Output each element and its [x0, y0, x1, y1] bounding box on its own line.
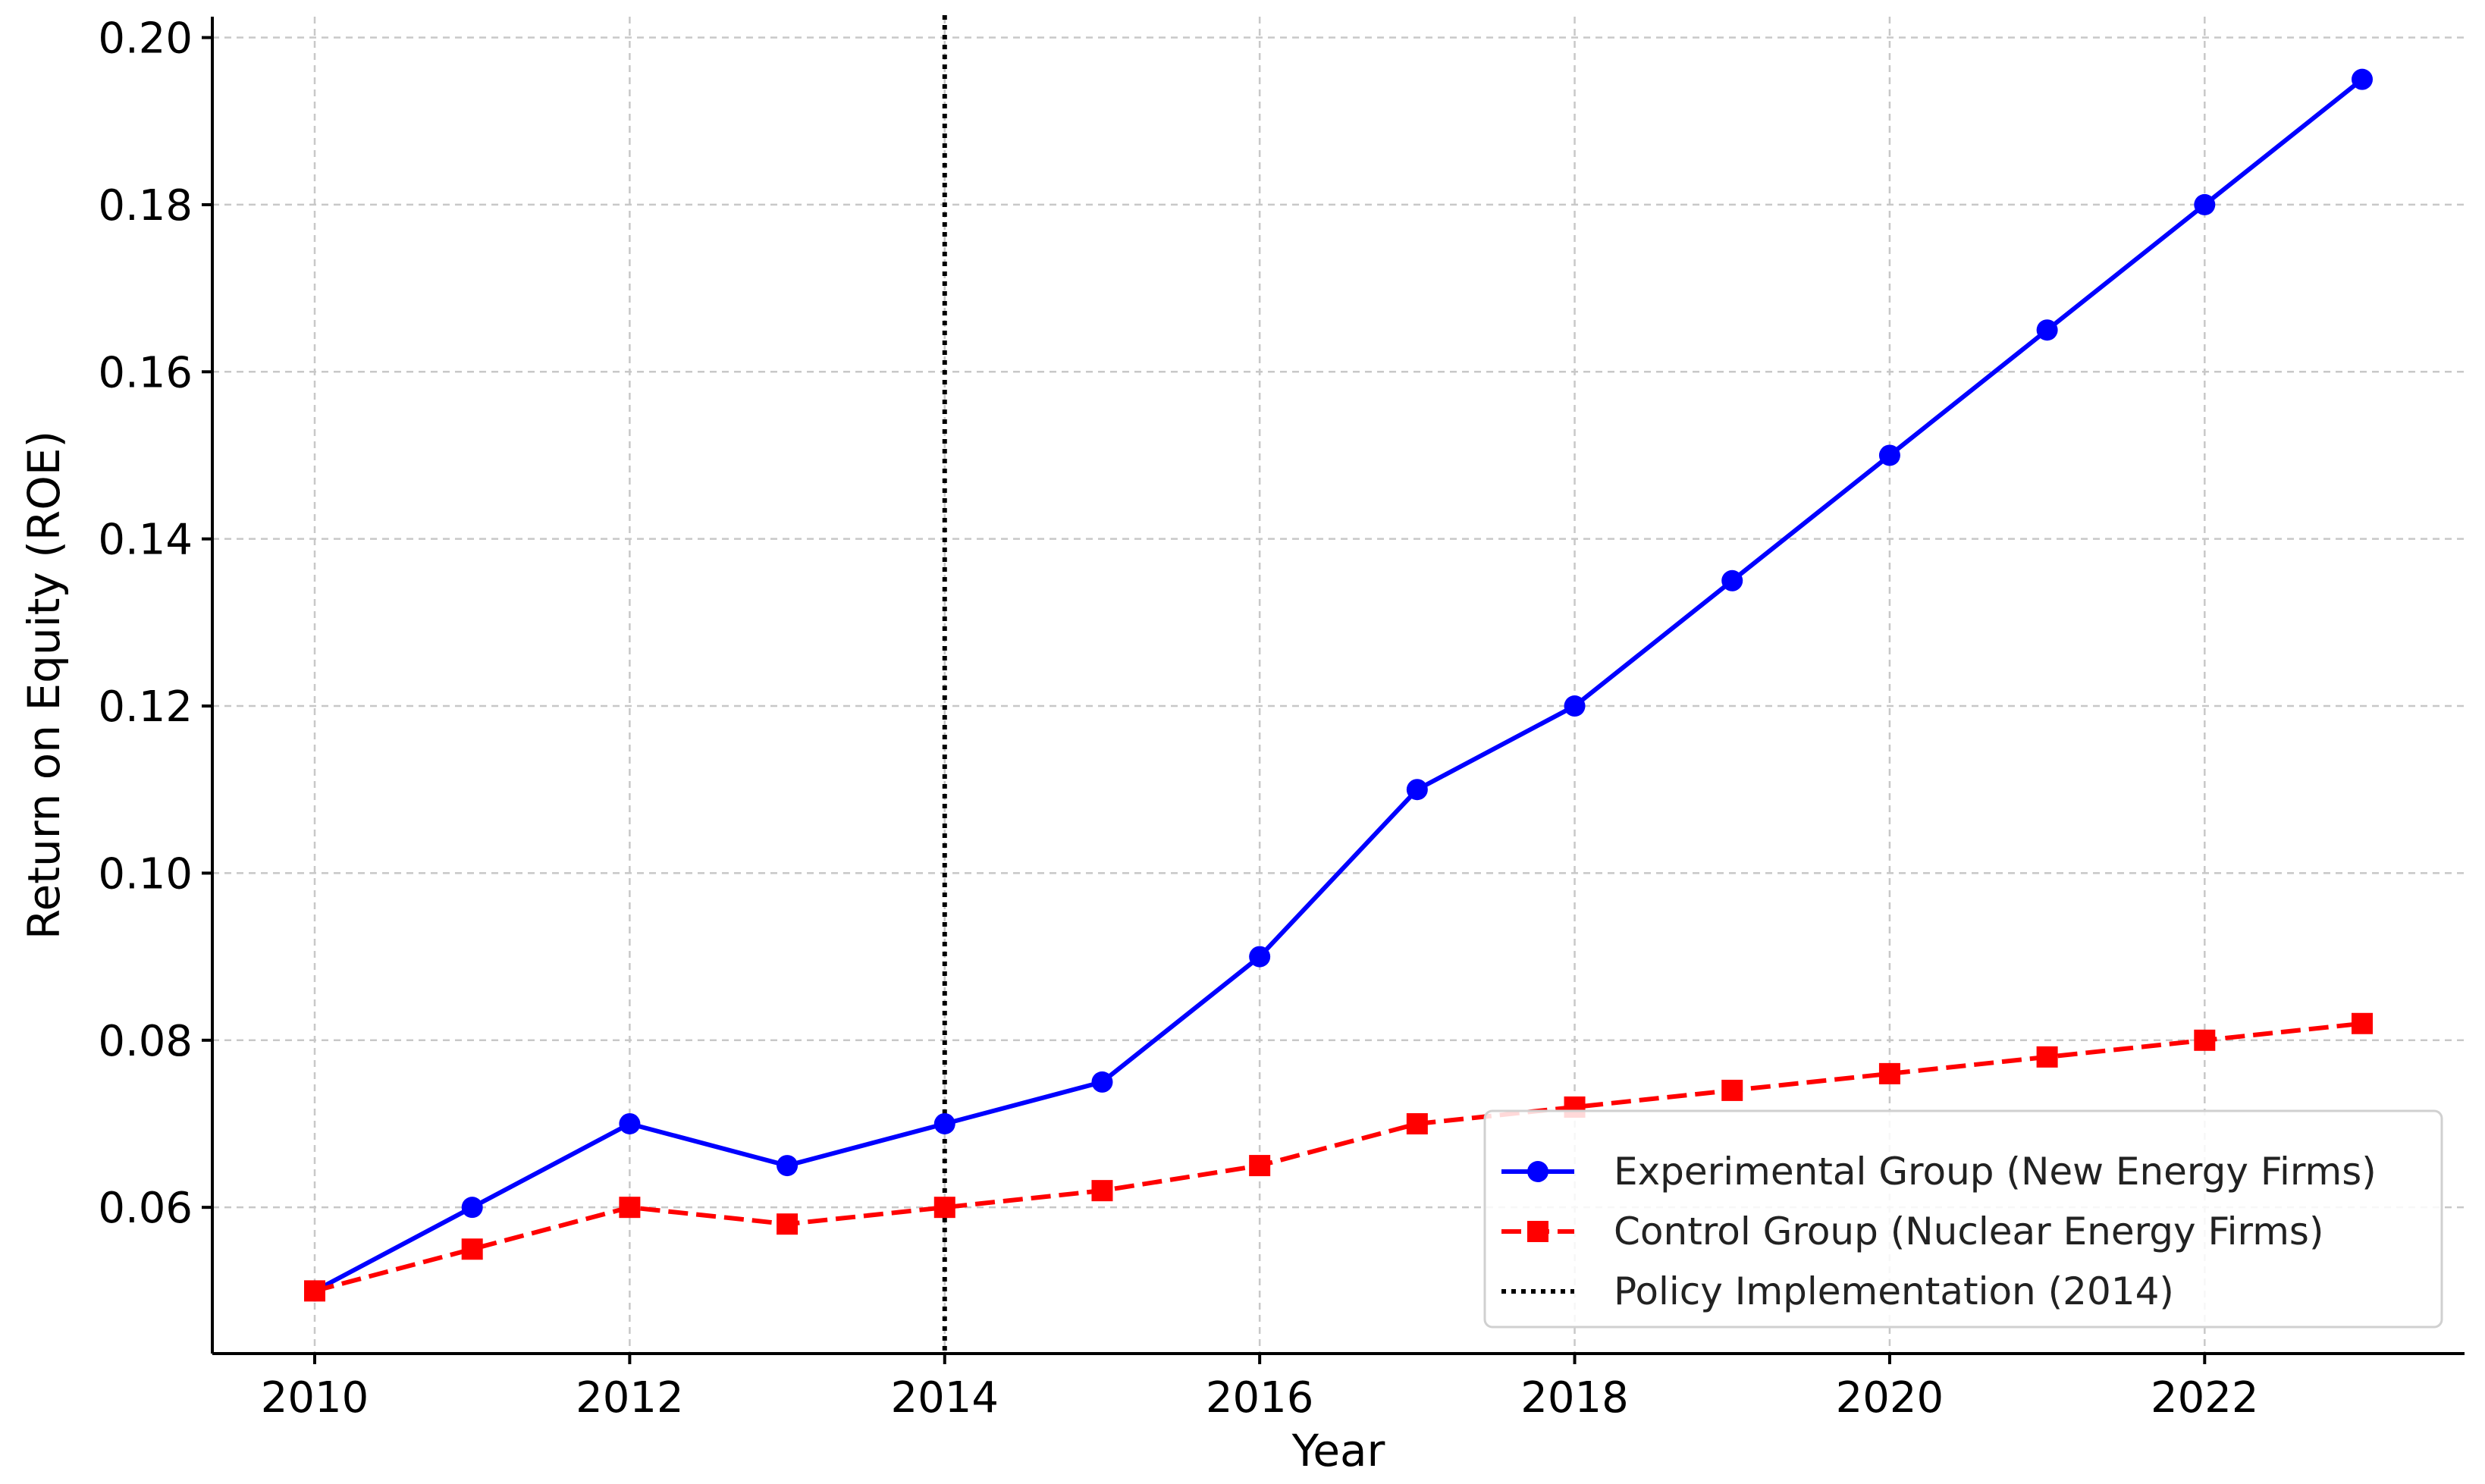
legend-marker	[1527, 1221, 1548, 1242]
grid	[212, 17, 2465, 1354]
legend-item-policy: Policy Implementation (2014)	[1501, 1269, 2174, 1313]
data-point	[1091, 1071, 1113, 1093]
legend-item-experimental: Experimental Group (New Energy Firms)	[1501, 1150, 2377, 1194]
data-point	[1091, 1180, 1113, 1202]
data-point	[1721, 1079, 1743, 1101]
data-point	[1721, 569, 1743, 591]
x-tick-label: 2012	[576, 1373, 684, 1423]
data-point	[777, 1155, 799, 1177]
x-tick-label: 2020	[1836, 1373, 1944, 1423]
data-point	[1406, 779, 1428, 801]
data-point	[1564, 695, 1586, 717]
legend-label: Policy Implementation (2014)	[1614, 1269, 2174, 1313]
x-axis-title: Year	[1291, 1425, 1385, 1476]
data-point	[619, 1112, 641, 1134]
data-point	[933, 1112, 955, 1134]
data-point	[2194, 1029, 2216, 1051]
data-point	[777, 1213, 799, 1235]
y-tick-label: 0.18	[98, 181, 193, 231]
legend-box	[1483, 1109, 2443, 1329]
data-point	[1249, 1155, 1271, 1177]
y-tick-label: 0.20	[98, 14, 193, 64]
data-point	[1878, 444, 1900, 466]
y-tick-label: 0.16	[98, 348, 193, 397]
legend-label: Experimental Group (New Energy Firms)	[1614, 1150, 2377, 1194]
legend: Experimental Group (New Energy Firms) Con…	[1483, 1109, 2443, 1329]
data-point	[461, 1238, 483, 1260]
data-point	[933, 1197, 955, 1219]
legend-item-control: Control Group (Nuclear Energy Firms)	[1501, 1209, 2323, 1253]
axes	[202, 17, 2465, 1364]
data-point	[619, 1197, 641, 1219]
data-point	[2194, 193, 2216, 215]
data-point	[2352, 68, 2373, 90]
x-tick-label: 2022	[2151, 1373, 2259, 1423]
series-control	[304, 1012, 2373, 1302]
tick-labels: 2010 2012 2014 2016 2018 2020 2022 0.06 0.08 0.10…	[98, 14, 2258, 1423]
legend-marker	[1527, 1161, 1548, 1182]
y-tick-label: 0.14	[98, 516, 193, 565]
data-point	[1249, 946, 1271, 968]
series-line	[314, 1021, 2363, 1294]
y-tick-label: 0.12	[98, 682, 193, 732]
data-point	[2352, 1012, 2373, 1034]
data-point	[1406, 1112, 1428, 1134]
x-tick-label: 2014	[891, 1373, 999, 1423]
x-tick-label: 2018	[1520, 1373, 1629, 1423]
y-axis-title: Return on Equity (ROE)	[18, 431, 70, 940]
data-point	[461, 1197, 483, 1219]
data-point	[2036, 1046, 2058, 1068]
data-point	[2036, 319, 2058, 341]
y-tick-label: 0.08	[98, 1017, 193, 1066]
x-tick-label: 2016	[1206, 1373, 1314, 1423]
series-experimental	[304, 68, 2373, 1302]
data-point	[304, 1280, 325, 1302]
series-line	[313, 77, 2364, 1294]
series-layer	[304, 68, 2373, 1302]
y-tick-label: 0.10	[98, 849, 193, 899]
y-tick-label: 0.06	[98, 1184, 193, 1233]
x-tick-label: 2010	[261, 1373, 369, 1423]
legend-label: Control Group (Nuclear Energy Firms)	[1614, 1209, 2323, 1253]
data-point	[1878, 1062, 1900, 1084]
